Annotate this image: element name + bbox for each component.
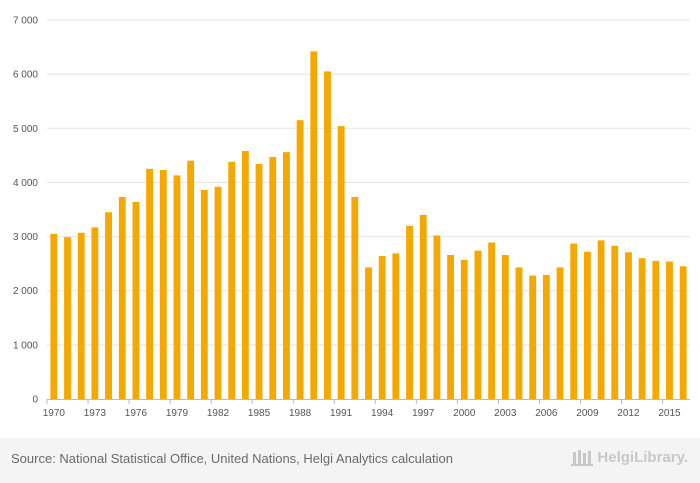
x-tick-label: 1991 (330, 408, 353, 419)
bar (501, 254, 509, 399)
bar (255, 164, 263, 399)
y-tick-label: 7 000 (13, 16, 38, 27)
bar (447, 254, 455, 399)
bar (556, 267, 564, 399)
x-tick-label: 1988 (289, 408, 312, 419)
bar (159, 169, 167, 399)
bar (406, 225, 413, 399)
x-tick-label: 2012 (617, 408, 640, 419)
bar (146, 168, 154, 399)
y-tick-label: 0 (32, 395, 38, 406)
y-tick-label: 3 000 (13, 232, 38, 243)
library-icon (571, 450, 594, 466)
brand-name: HelgiLibrary. (597, 448, 688, 466)
x-tick-label: 1970 (43, 408, 66, 419)
bar (228, 161, 236, 399)
x-tick-label: 1982 (207, 408, 230, 419)
source-note: Source: National Statistical Office, Uni… (11, 451, 453, 466)
x-tick-label: 2009 (576, 408, 599, 419)
bar (351, 197, 359, 399)
bar (515, 267, 523, 399)
bar (132, 201, 140, 399)
bar (488, 242, 496, 399)
bar (542, 275, 550, 399)
bar (282, 152, 290, 399)
x-tick-label: 1994 (371, 408, 394, 419)
bar-chart: 0 1 000 2 000 3 000 4 000 5 000 6 000 7 000 1970… (13, 16, 690, 419)
bar (378, 256, 386, 399)
y-tick-label: 4 000 (13, 178, 38, 189)
bar (269, 156, 277, 399)
x-tick-label: 1985 (248, 408, 271, 419)
bar (337, 126, 345, 400)
bar (64, 237, 71, 399)
bar (419, 214, 427, 399)
bar (241, 151, 249, 399)
bar (187, 160, 195, 399)
x-tick-label: 2000 (453, 408, 476, 419)
x-tick-label: 1997 (412, 408, 435, 419)
bar (50, 233, 58, 399)
bar (611, 245, 619, 399)
bar (200, 190, 208, 399)
bar (296, 120, 304, 400)
bar (597, 240, 605, 399)
x-tick-label: 2006 (535, 408, 558, 419)
x-tick-label: 1979 (166, 408, 189, 419)
bar (460, 259, 468, 399)
bar (105, 212, 112, 399)
bar (365, 267, 372, 399)
bar (529, 275, 537, 399)
bar (652, 260, 660, 399)
x-tick-label: 1973 (84, 408, 107, 419)
bar (214, 186, 222, 399)
brand-logo[interactable]: HelgiLibrary. (571, 448, 688, 466)
chart-footer: Source: National Statistical Office, Uni… (0, 438, 700, 483)
x-tick-label: 1976 (125, 408, 148, 419)
y-tick-label: 1 000 (13, 340, 38, 351)
bar (666, 261, 673, 399)
y-tick-label: 6 000 (13, 70, 38, 81)
bar (310, 51, 318, 399)
bar (433, 235, 441, 399)
bar (324, 71, 331, 399)
x-tick-label: 2003 (494, 408, 517, 419)
bar (679, 266, 687, 399)
bar (583, 251, 591, 399)
bar (91, 227, 99, 399)
bar (625, 252, 632, 399)
bar (392, 253, 400, 399)
y-tick-label: 2 000 (13, 286, 38, 297)
y-tick-label: 5 000 (13, 124, 38, 135)
bar (638, 258, 646, 399)
bar (173, 175, 181, 399)
bar (570, 243, 578, 399)
bar (474, 250, 482, 399)
bar (118, 197, 126, 399)
bar (77, 232, 85, 399)
x-tick-label: 2015 (658, 408, 681, 419)
